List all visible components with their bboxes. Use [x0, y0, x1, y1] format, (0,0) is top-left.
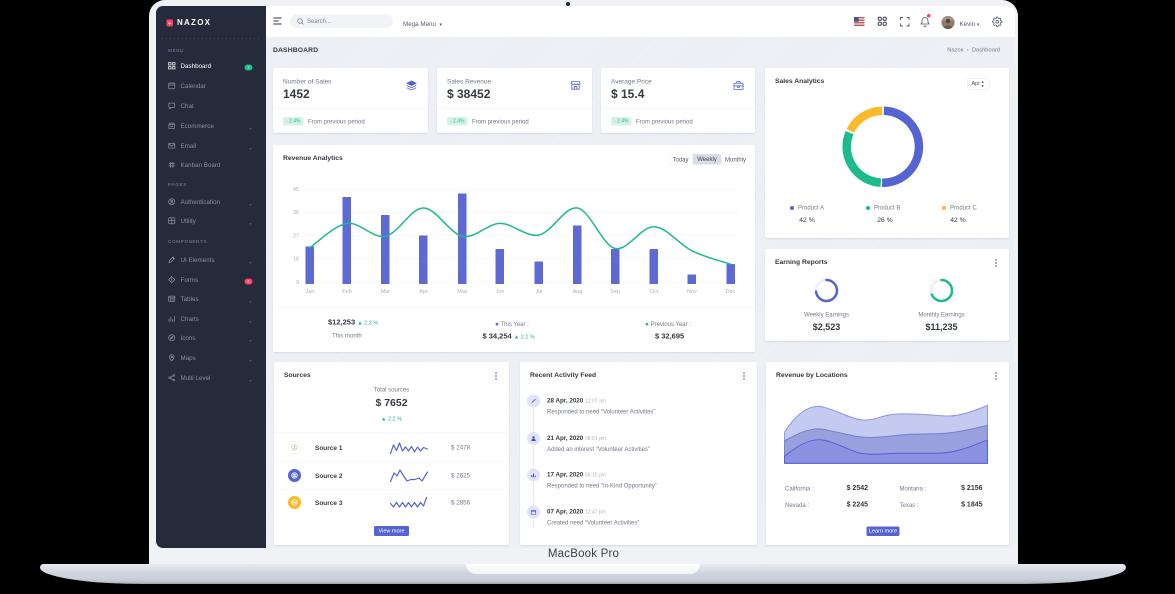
- svg-text:May: May: [457, 289, 468, 295]
- svg-text:Apr: Apr: [419, 289, 428, 295]
- svg-text:Dec: Dec: [726, 289, 736, 295]
- svg-text:45: 45: [293, 187, 299, 193]
- svg-text:18: 18: [293, 257, 299, 263]
- svg-text:Oct: Oct: [650, 289, 659, 295]
- svg-text:Jul: Jul: [535, 289, 542, 295]
- svg-text:Jan: Jan: [306, 289, 315, 295]
- svg-text:Feb: Feb: [342, 289, 351, 295]
- svg-text:Mar: Mar: [381, 289, 391, 295]
- svg-text:27: 27: [293, 234, 299, 240]
- svg-text:Nov: Nov: [687, 289, 697, 295]
- svg-text:Aug: Aug: [573, 289, 583, 295]
- svg-text:Jun: Jun: [496, 289, 505, 295]
- svg-text:9: 9: [296, 280, 299, 286]
- svg-text:Sep: Sep: [610, 289, 620, 295]
- svg-text:36: 36: [293, 210, 299, 216]
